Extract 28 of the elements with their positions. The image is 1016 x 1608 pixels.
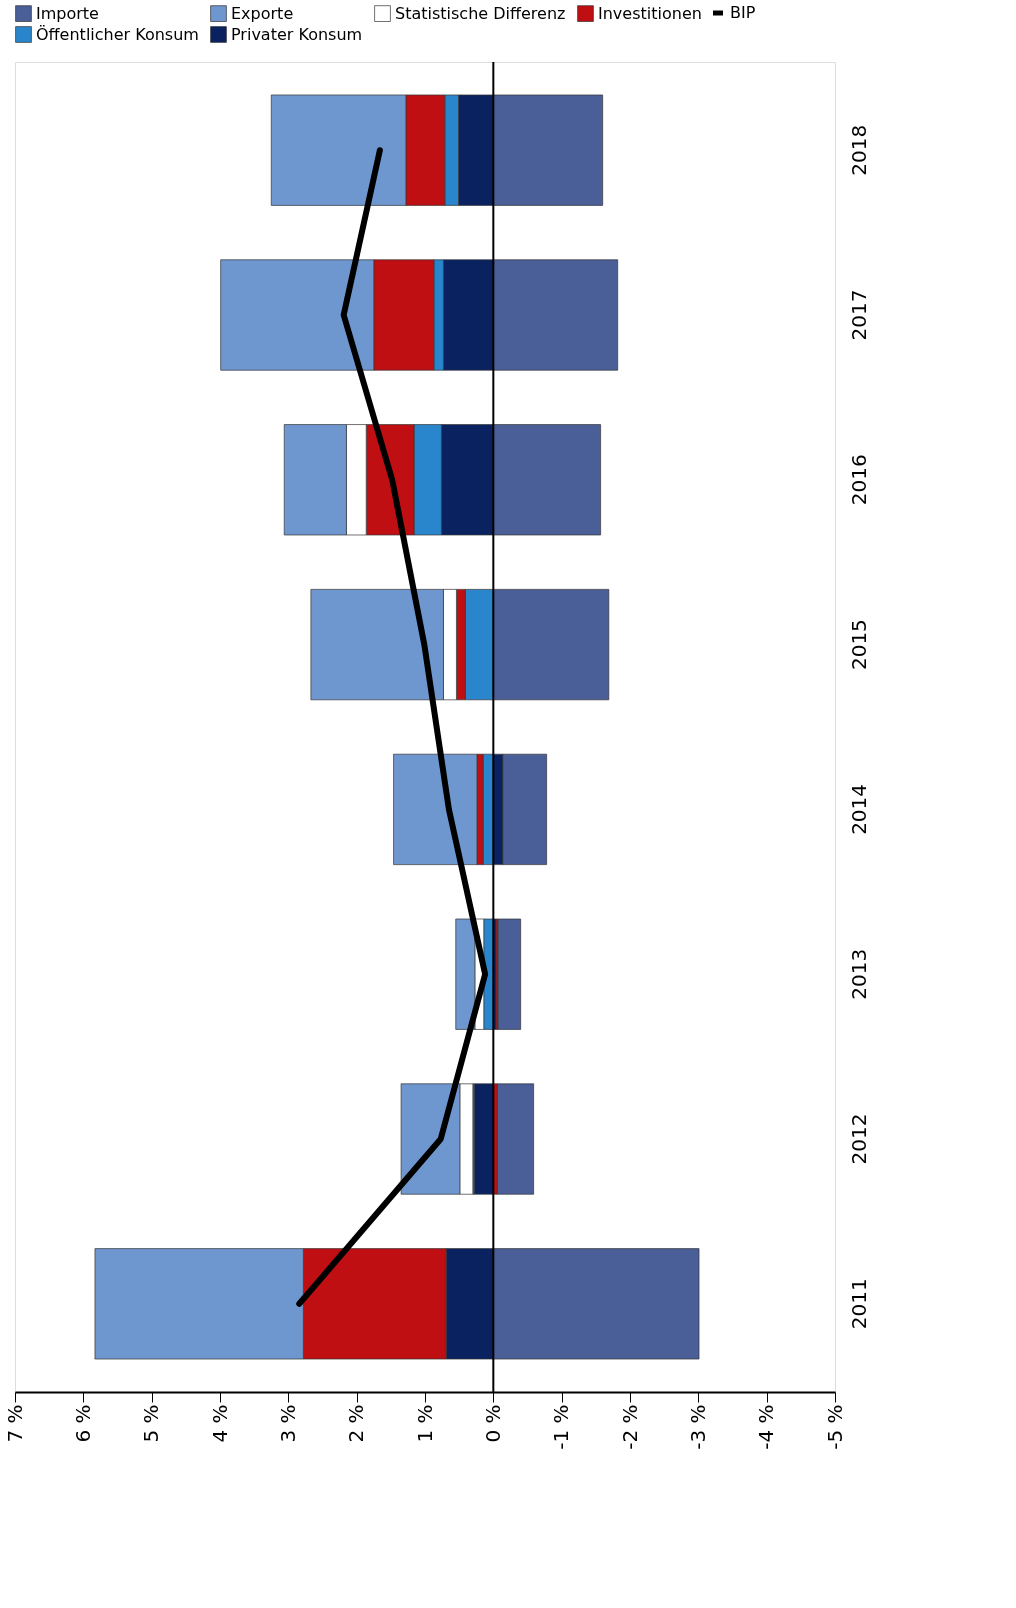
x-tick-label: -3 % bbox=[685, 1404, 710, 1450]
x-tick-label: -2 % bbox=[617, 1404, 642, 1450]
x-tick-label: 3 % bbox=[275, 1404, 300, 1443]
x-tick-label: -5 % bbox=[822, 1404, 847, 1450]
x-tick-label: 7 % bbox=[2, 1404, 27, 1443]
x-tick-label: -4 % bbox=[754, 1404, 779, 1450]
y-tick-label: 2015 bbox=[846, 619, 871, 671]
x-tick-label: 0 % bbox=[480, 1404, 505, 1443]
legend-label: Importe bbox=[36, 3, 99, 23]
x-tick-label: 5 % bbox=[139, 1404, 164, 1443]
legend-label: Investitionen bbox=[598, 3, 702, 23]
legend-label: Privater Konsum bbox=[231, 24, 363, 44]
y-tick-label: 2014 bbox=[846, 783, 871, 835]
y-tick-label: 2013 bbox=[846, 948, 871, 1000]
y-tick-label: 2012 bbox=[846, 1113, 871, 1165]
y-tick-label: 2017 bbox=[846, 289, 871, 341]
legend-label: Exporte bbox=[231, 3, 294, 23]
legend-label: BIP bbox=[730, 3, 756, 22]
legend-label: Öffentlicher Konsum bbox=[36, 24, 199, 44]
x-tick-label: 1 % bbox=[412, 1404, 437, 1443]
y-tick-label: 2018 bbox=[846, 124, 871, 176]
x-tick-label: 6 % bbox=[70, 1404, 95, 1443]
legend-label: Statistische Differenz bbox=[395, 3, 566, 23]
x-tick-label: 2 % bbox=[344, 1404, 369, 1443]
x-tick-label: 4 % bbox=[207, 1404, 232, 1443]
y-tick-label: 2011 bbox=[846, 1278, 871, 1330]
x-tick-label: -1 % bbox=[549, 1404, 574, 1450]
y-tick-label: 2016 bbox=[846, 454, 871, 506]
